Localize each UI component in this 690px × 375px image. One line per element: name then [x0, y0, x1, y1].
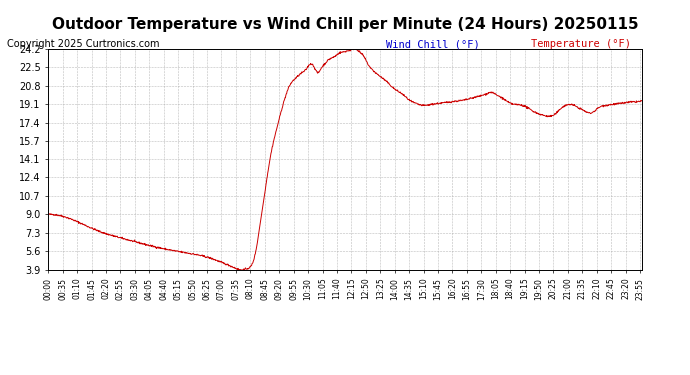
Text: Temperature (°F): Temperature (°F) — [531, 39, 631, 50]
Text: Copyright 2025 Curtronics.com: Copyright 2025 Curtronics.com — [7, 39, 159, 50]
Text: Outdoor Temperature vs Wind Chill per Minute (24 Hours) 20250115: Outdoor Temperature vs Wind Chill per Mi… — [52, 17, 638, 32]
Text: Wind Chill (°F): Wind Chill (°F) — [386, 39, 480, 50]
